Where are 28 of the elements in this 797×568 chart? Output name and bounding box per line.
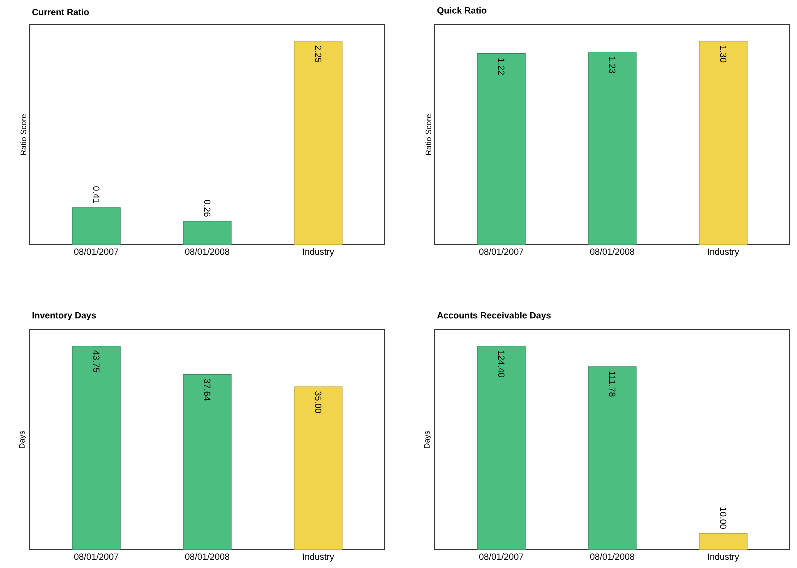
data-label: 124.40 <box>498 351 505 378</box>
data-label: 1.30 <box>720 46 727 63</box>
x-tick-label: Industry <box>303 248 334 257</box>
data-label: 35.00 <box>315 392 322 414</box>
x-tick-label: 08/01/2008 <box>185 554 230 560</box>
chart-title: Inventory Days <box>32 312 96 320</box>
data-label: 2.25 <box>315 46 322 63</box>
x-tick-label: 08/01/2008 <box>590 554 635 560</box>
x-tick-label: 08/01/2008 <box>590 248 635 256</box>
chart-title: Accounts Receivable Days <box>437 312 551 320</box>
data-label: 1.22 <box>498 58 505 76</box>
data-label: 111.78 <box>609 372 616 397</box>
x-tick-label: 08/01/2007 <box>74 248 119 256</box>
x-tick-label: Industry <box>708 554 740 562</box>
data-label: 0.41 <box>93 186 100 204</box>
x-tick-label: Industry <box>708 248 740 257</box>
data-label: 37.64 <box>204 379 211 402</box>
x-tick-label: 08/01/2007 <box>74 554 119 560</box>
data-label: 0.26 <box>204 200 211 217</box>
data-label: 10.00 <box>720 508 727 530</box>
chart-title: Quick Ratio <box>438 7 487 16</box>
data-label: 1.23 <box>609 57 616 74</box>
x-tick-label: Industry <box>303 554 334 562</box>
data-label: 43.75 <box>93 350 100 373</box>
chart-title: Current Ratio <box>32 8 90 16</box>
x-tick-label: 08/01/2008 <box>185 248 230 256</box>
x-tick-label: 08/01/2007 <box>479 554 524 560</box>
x-tick-label: 08/01/2007 <box>479 248 524 256</box>
